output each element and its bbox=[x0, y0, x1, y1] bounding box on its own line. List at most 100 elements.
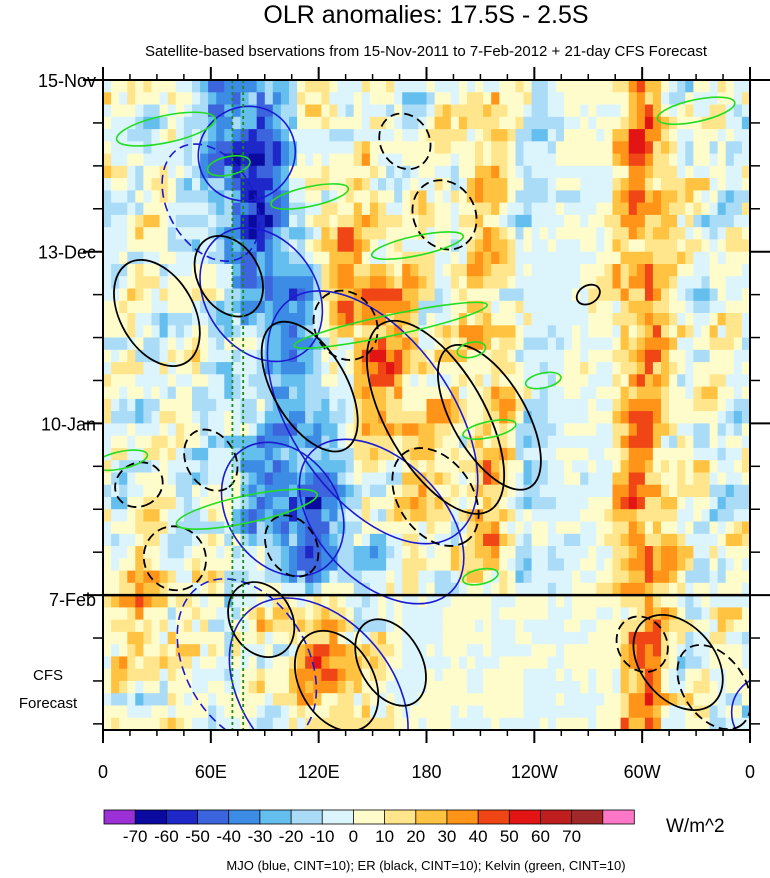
anomaly-cell bbox=[135, 656, 144, 670]
anomaly-cell bbox=[378, 288, 387, 302]
anomaly-cell bbox=[572, 239, 581, 253]
anomaly-cell bbox=[321, 607, 331, 621]
anomaly-cell bbox=[426, 435, 436, 449]
anomaly-cell bbox=[289, 668, 298, 682]
anomaly-cell bbox=[369, 570, 379, 584]
anomaly-cell bbox=[394, 313, 403, 326]
anomaly-cell bbox=[402, 509, 411, 523]
anomaly-cell bbox=[491, 558, 500, 572]
anomaly-cell bbox=[458, 435, 468, 449]
anomaly-cell bbox=[386, 497, 395, 510]
anomaly-cell bbox=[321, 251, 331, 265]
anomaly-cell bbox=[143, 153, 153, 167]
anomaly-cell bbox=[499, 693, 508, 707]
anomaly-cell bbox=[297, 423, 306, 437]
anomaly-cell bbox=[701, 251, 711, 265]
anomaly-cell bbox=[272, 447, 282, 461]
anomaly-cell bbox=[272, 668, 282, 682]
anomaly-cell bbox=[337, 472, 347, 486]
anomaly-cell bbox=[232, 374, 242, 388]
anomaly-cell bbox=[216, 313, 225, 326]
anomaly-cell bbox=[636, 165, 646, 179]
anomaly-cell bbox=[531, 656, 541, 670]
anomaly-cell bbox=[628, 104, 638, 118]
anomaly-cell bbox=[596, 423, 605, 437]
anomaly-cell bbox=[208, 300, 217, 314]
anomaly-cell bbox=[596, 165, 605, 179]
anomaly-cell bbox=[345, 656, 355, 670]
anomaly-cell bbox=[313, 447, 322, 461]
anomaly-cell bbox=[596, 595, 605, 608]
anomaly-cell bbox=[321, 533, 331, 547]
anomaly-cell bbox=[693, 178, 703, 191]
anomaly-cell bbox=[240, 668, 250, 682]
anomaly-cell bbox=[248, 705, 258, 719]
anomaly-cell bbox=[418, 533, 428, 547]
anomaly-cell bbox=[378, 227, 387, 241]
anomaly-cell bbox=[669, 300, 678, 314]
anomaly-cell bbox=[305, 227, 314, 241]
anomaly-cell bbox=[450, 631, 460, 645]
anomaly-cell bbox=[685, 411, 694, 424]
anomaly-cell bbox=[572, 165, 581, 179]
anomaly-cell bbox=[200, 595, 209, 608]
anomaly-cell bbox=[564, 398, 573, 412]
anomaly-cell bbox=[725, 398, 735, 412]
anomaly-cell bbox=[507, 656, 517, 670]
anomaly-cell bbox=[564, 165, 573, 179]
anomaly-cell bbox=[652, 656, 662, 670]
anomaly-cell bbox=[628, 349, 638, 363]
anomaly-cell bbox=[280, 558, 290, 572]
anomaly-cell bbox=[369, 374, 379, 388]
anomaly-cell bbox=[289, 386, 298, 400]
anomaly-cell bbox=[143, 104, 153, 118]
anomaly-cell bbox=[378, 398, 387, 412]
anomaly-cell bbox=[717, 472, 727, 486]
anomaly-cell bbox=[256, 411, 266, 424]
anomaly-cell bbox=[717, 313, 727, 326]
anomaly-cell bbox=[143, 460, 153, 474]
anomaly-cell bbox=[289, 251, 298, 265]
anomaly-cell bbox=[604, 619, 614, 633]
anomaly-cell bbox=[507, 717, 517, 730]
anomaly-cell bbox=[620, 607, 630, 621]
anomaly-cell bbox=[410, 104, 419, 118]
anomaly-cell bbox=[717, 460, 727, 474]
anomaly-cell bbox=[669, 251, 678, 265]
anomaly-cell bbox=[507, 288, 517, 302]
anomaly-cell bbox=[232, 362, 242, 375]
anomaly-cell bbox=[450, 595, 460, 608]
anomaly-cell bbox=[661, 337, 670, 351]
anomaly-cell bbox=[135, 398, 144, 412]
anomaly-cell bbox=[410, 178, 419, 191]
anomaly-cell bbox=[378, 374, 387, 388]
anomaly-cell bbox=[410, 705, 419, 719]
anomaly-cell bbox=[636, 276, 646, 290]
anomaly-cell bbox=[483, 386, 492, 400]
anomaly-cell bbox=[175, 595, 185, 608]
anomaly-cell bbox=[200, 264, 209, 277]
anomaly-cell bbox=[596, 533, 605, 547]
anomaly-cell bbox=[644, 595, 654, 608]
anomaly-cell bbox=[515, 116, 525, 130]
anomaly-cell bbox=[693, 337, 703, 351]
anomaly-cell bbox=[240, 570, 250, 584]
anomaly-cell bbox=[321, 656, 331, 670]
anomaly-cell bbox=[555, 92, 565, 106]
anomaly-cell bbox=[256, 80, 266, 93]
anomaly-cell bbox=[329, 472, 339, 486]
anomaly-cell bbox=[507, 497, 517, 510]
anomaly-cell bbox=[369, 619, 379, 633]
anomaly-cell bbox=[596, 202, 605, 216]
anomaly-cell bbox=[450, 325, 460, 339]
anomaly-cell bbox=[701, 705, 711, 719]
anomaly-cell bbox=[297, 484, 306, 498]
anomaly-cell bbox=[135, 411, 144, 424]
anomaly-cell bbox=[143, 631, 153, 645]
anomaly-cell bbox=[305, 423, 314, 437]
anomaly-cell bbox=[369, 509, 379, 523]
anomaly-cell bbox=[175, 202, 185, 216]
anomaly-cell bbox=[507, 386, 517, 400]
anomaly-cell bbox=[313, 680, 322, 694]
anomaly-cell bbox=[313, 129, 322, 142]
